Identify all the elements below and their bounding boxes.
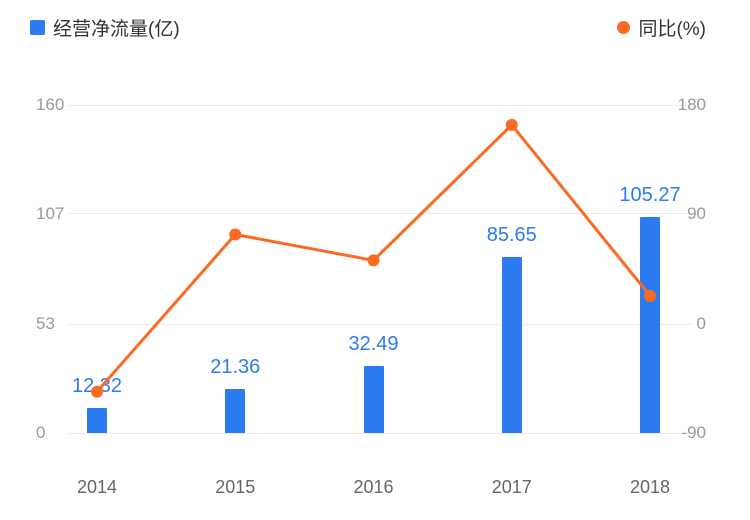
- legend-item-bar[interactable]: 经营净流量(亿): [30, 14, 180, 41]
- bar[interactable]: [87, 407, 107, 433]
- left-axis-tick-label: 160: [36, 95, 65, 114]
- bar[interactable]: [640, 217, 660, 433]
- bar-value-label: 85.65: [486, 224, 537, 247]
- bar[interactable]: [501, 257, 522, 433]
- x-axis-category-label: 2018: [629, 477, 671, 497]
- right-axis-tick-label: 0: [696, 313, 706, 333]
- x-axis-category-label: 2016: [353, 477, 394, 497]
- line-series-swatch-icon: [617, 21, 631, 34]
- bar-value-label: 32.49: [348, 333, 399, 356]
- bar-value-label: 105.27: [619, 184, 681, 207]
- line-point[interactable]: [229, 228, 242, 241]
- gridline: [66, 104, 692, 106]
- right-axis-tick-label: -90: [681, 423, 706, 442]
- bar[interactable]: [363, 366, 384, 433]
- gridline: [66, 213, 692, 215]
- x-axis-category-label: 2015: [215, 477, 256, 497]
- line-point[interactable]: [367, 254, 380, 267]
- bar-series-swatch-icon: [30, 20, 45, 35]
- legend-bar-label: 经营净流量(亿): [53, 19, 180, 40]
- legend-item-line[interactable]: 同比(%): [617, 14, 706, 41]
- bar[interactable]: [225, 389, 246, 433]
- left-axis-tick-label: 107: [36, 203, 65, 223]
- bar-value-label: 12.32: [71, 374, 123, 397]
- line-point[interactable]: [505, 118, 518, 131]
- x-axis-category-label: 2017: [491, 477, 532, 497]
- bar-value-label: 21.36: [210, 356, 261, 379]
- right-axis-tick-label: 90: [687, 204, 706, 224]
- gridline: [66, 323, 692, 325]
- x-axis-category-label: 2014: [76, 477, 118, 497]
- left-axis-tick-label: 0: [36, 423, 46, 442]
- right-axis-tick-label: 180: [677, 95, 706, 114]
- left-axis-tick-label: 53: [36, 314, 55, 334]
- legend-line-label: 同比(%): [638, 19, 706, 40]
